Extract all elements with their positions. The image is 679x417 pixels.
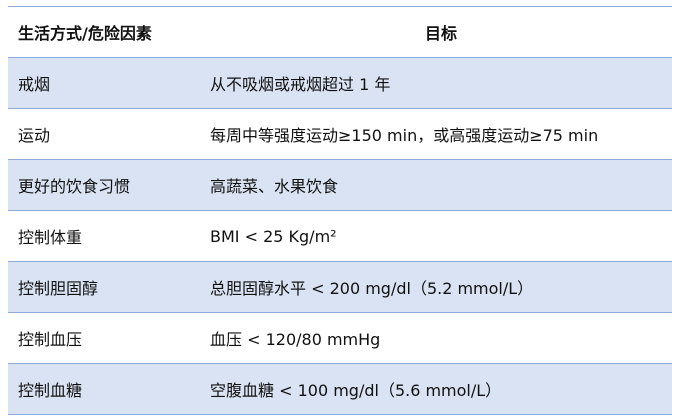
header-factor: 生活方式/危险因素	[8, 6, 210, 58]
goal-cell: 血压 < 120/80 mmHg	[210, 312, 672, 364]
goal-cell: BMI < 25 Kg/m²	[210, 210, 672, 262]
table-row: 更好的饮食习惯 高蔬菜、水果饮食	[8, 159, 672, 211]
table-row: 控制血糖 空腹血糖 < 100 mg/dl（5.6 mmol/L）	[8, 363, 672, 415]
table-row: 运动 每周中等强度运动≥150 min，或高强度运动≥75 min	[8, 108, 672, 160]
goal-cell: 总胆固醇水平 < 200 mg/dl（5.2 mmol/L）	[210, 261, 672, 313]
goal-cell: 每周中等强度运动≥150 min，或高强度运动≥75 min	[210, 108, 672, 160]
goal-cell: 高蔬菜、水果饮食	[210, 159, 672, 211]
table-row: 控制体重 BMI < 25 Kg/m²	[8, 210, 672, 262]
table-row: 控制胆固醇 总胆固醇水平 < 200 mg/dl（5.2 mmol/L）	[8, 261, 672, 313]
goal-cell: 空腹血糖 < 100 mg/dl（5.6 mmol/L）	[210, 363, 672, 415]
factor-cell: 控制体重	[8, 210, 210, 262]
factor-cell: 戒烟	[8, 57, 210, 109]
factor-cell: 控制血糖	[8, 363, 210, 415]
factor-cell: 运动	[8, 108, 210, 160]
factor-cell: 控制血压	[8, 312, 210, 364]
factor-cell: 控制胆固醇	[8, 261, 210, 313]
factor-cell: 更好的饮食习惯	[8, 159, 210, 211]
table-row: 控制血压 血压 < 120/80 mmHg	[8, 312, 672, 364]
header-goal: 目标	[210, 6, 672, 58]
lifestyle-goals-table: 生活方式/危险因素 目标 戒烟 从不吸烟或戒烟超过 1 年 运动 每周中等强度运动≥…	[8, 6, 672, 415]
goal-cell: 从不吸烟或戒烟超过 1 年	[210, 57, 672, 109]
table-header: 生活方式/危险因素 目标	[8, 6, 672, 58]
table-row: 戒烟 从不吸烟或戒烟超过 1 年	[8, 57, 672, 109]
